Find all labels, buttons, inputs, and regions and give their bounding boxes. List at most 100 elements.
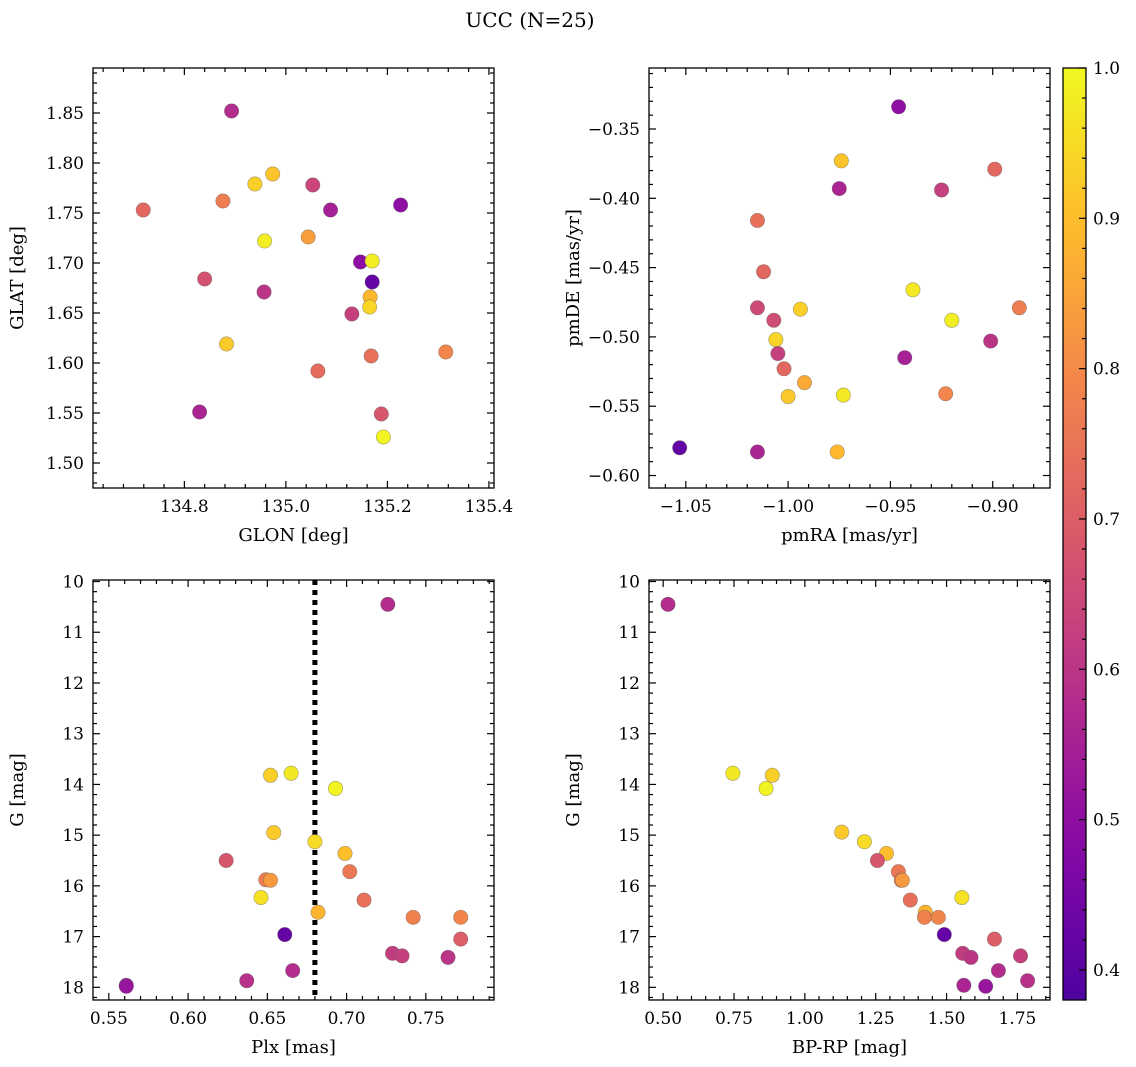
data-point [218,336,234,352]
y-axis-label: G [mag] [563,753,584,826]
axes-frame [648,579,1051,1001]
y-tick-label: 1.50 [46,454,84,474]
y-tick-label: −0.35 [588,120,640,140]
data-point [756,264,772,280]
data-point [1020,973,1036,989]
data-point [938,386,954,402]
y-tick-label: 14 [618,775,640,795]
data-point [373,406,389,422]
data-point [780,389,796,405]
x-tick-label: 0.50 [644,1009,682,1029]
colorbar-tick-label: 1.0 [1093,59,1120,79]
data-point [660,596,676,612]
data-point [257,233,273,249]
data-point [277,927,293,943]
data-point [253,890,269,906]
colorbar-gradient [1062,67,1087,1001]
x-tick-label: −0.95 [864,497,916,517]
data-point [265,166,281,182]
axes-frame [648,67,1051,489]
data-point [916,909,932,925]
data-point [453,909,469,925]
data-point [364,274,380,290]
y-tick-label: 1.70 [46,254,84,274]
colorbar: 0.4 0.5 0.6 0.7 0.8 0.9 1.0 [1062,59,1120,1001]
data-point [749,444,765,460]
x-tick-label: 0.70 [328,1009,366,1029]
data-point [833,153,849,169]
data-point [831,181,847,197]
data-point [936,927,952,943]
y-tick-label: 18 [62,978,84,998]
panel-glon-glat: 134.8 135.0 135.2 135.4 1.50 1.55 1.60 1.65 1.70… [7,67,514,546]
y-tick-label: 1.60 [46,354,84,374]
panel-plx-g: 0.55 0.60 0.65 0.70 0.75 10 11 12 13 14 15 16 17 18 Pl… [7,573,495,1058]
data-point [672,440,688,456]
y-tick-label: −0.40 [588,189,640,209]
data-point [305,177,321,193]
x-tick-label: 0.65 [248,1009,286,1029]
y-tick-label: 1.85 [46,104,84,124]
y-tick-label: 1.80 [46,154,84,174]
x-axis-label: pmRA [mas/yr] [781,525,918,546]
data-point [393,197,409,213]
data-point [356,892,372,908]
data-point [453,931,469,947]
x-axis-label: BP-RP [mag] [792,1037,907,1058]
panel-bprp-g: 0.50 0.75 1.00 1.25 1.50 1.75 10 11 12 13 14 15 16 17… [563,573,1051,1058]
data-point [342,864,358,880]
y-tick-label: 15 [618,826,640,846]
x-tick-label: 0.60 [169,1009,207,1029]
data-point [438,344,454,360]
x-tick-label: 0.75 [715,1009,753,1029]
panel-pmra-pmde: −1.05 −1.00 −0.95 −0.90 −0.60 −0.55 −0.50 −0.45… [563,67,1051,546]
y-tick-label: 16 [62,877,84,897]
data-point [405,909,421,925]
data-point [725,765,741,781]
y-tick-label: 12 [618,674,640,694]
data-point [328,780,344,796]
y-tick-label: 1.75 [46,204,84,224]
data-point [987,161,1003,177]
x-tick-label: 135.2 [363,497,412,517]
data-point [135,202,151,218]
data-point [905,282,921,298]
data-point [375,429,391,445]
data-point [239,973,255,989]
data-point [362,299,378,315]
data-point [118,978,134,994]
data-point [834,824,850,840]
y-tick-label: 11 [62,623,84,643]
colorbar-tick-label: 0.4 [1093,961,1120,981]
x-tick-label: 135.4 [465,497,514,517]
data-point [930,909,946,925]
y-axis-label: pmDE [mas/yr] [563,209,584,347]
axes-frame [92,579,495,1001]
y-tick-label: 17 [618,928,640,948]
axes-frame [92,67,495,489]
y-tick-label: −0.45 [588,259,640,279]
data-point [263,872,279,888]
data-point [197,271,213,287]
data-point [218,853,234,869]
colorbar-tick-label: 0.7 [1093,510,1120,530]
data-point [934,182,950,198]
x-tick-label: 1.75 [998,1009,1036,1029]
y-tick-label: 15 [62,826,84,846]
data-point [749,300,765,316]
data-point [963,949,979,965]
figure-title: UCC (N=25) [465,8,594,32]
data-point [869,853,885,869]
data-point [310,363,326,379]
colorbar-tick-label: 0.8 [1093,360,1120,380]
data-point [768,332,784,348]
data-point [310,904,326,920]
data-point [285,963,301,979]
y-tick-label: 1.55 [46,404,84,424]
data-point [344,306,360,322]
data-point [224,103,240,119]
data-point [956,977,972,993]
data-point [323,202,339,218]
data-point [770,346,786,362]
